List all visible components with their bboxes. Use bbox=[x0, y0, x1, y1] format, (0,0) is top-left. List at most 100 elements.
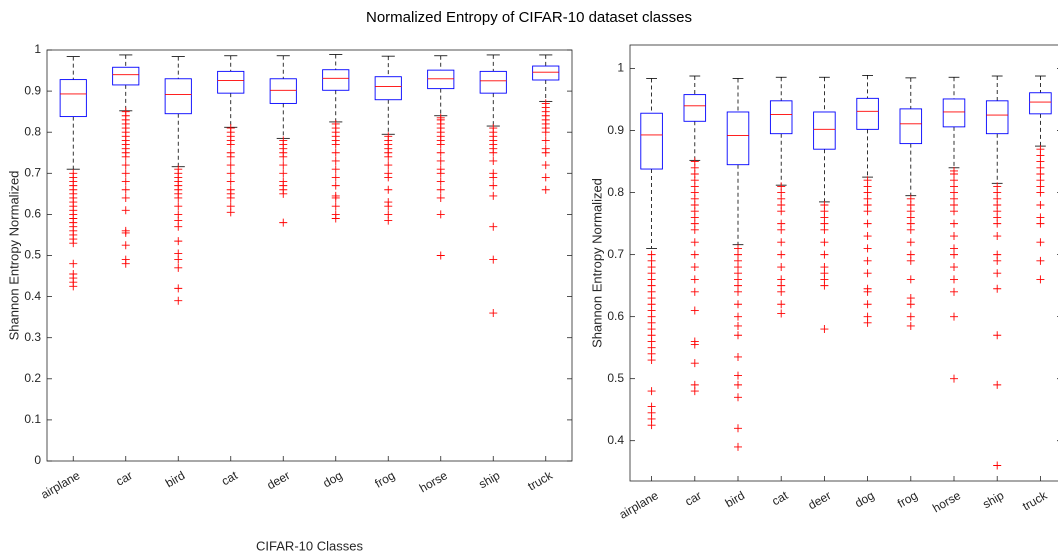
outlier bbox=[384, 185, 393, 194]
outlier bbox=[174, 193, 183, 202]
outlier bbox=[820, 281, 829, 290]
outlier bbox=[489, 148, 498, 157]
outlier bbox=[121, 161, 130, 170]
outlier bbox=[820, 238, 829, 247]
y-axis-label: Shannon Entropy Normalized bbox=[6, 171, 21, 341]
outlier bbox=[489, 222, 498, 231]
y-tick-label: 0.4 bbox=[24, 289, 41, 303]
outlier bbox=[174, 284, 183, 293]
box bbox=[726, 111, 750, 166]
box bbox=[856, 97, 879, 130]
outlier bbox=[226, 140, 235, 149]
outlier bbox=[174, 237, 183, 246]
outlier bbox=[121, 169, 130, 178]
outlier bbox=[226, 193, 235, 202]
y-tick-label: 0.9 bbox=[607, 123, 624, 137]
box bbox=[479, 70, 507, 94]
outlier bbox=[690, 263, 699, 272]
outlier bbox=[174, 296, 183, 305]
outlier bbox=[121, 152, 130, 161]
box bbox=[112, 66, 140, 86]
outlier bbox=[541, 161, 550, 170]
box bbox=[769, 100, 793, 135]
outlier bbox=[734, 331, 742, 340]
outlier bbox=[226, 161, 235, 170]
outlier bbox=[820, 225, 829, 234]
outlier bbox=[541, 173, 550, 182]
outlier bbox=[906, 256, 915, 265]
box bbox=[532, 65, 560, 81]
outlier bbox=[121, 206, 130, 215]
outlier bbox=[690, 306, 699, 315]
outlier bbox=[436, 193, 445, 202]
outlier bbox=[950, 232, 958, 241]
outlier bbox=[226, 208, 235, 217]
outlier bbox=[690, 387, 699, 396]
outlier bbox=[331, 202, 340, 211]
outlier bbox=[279, 161, 288, 170]
outlier bbox=[226, 169, 235, 178]
outlier bbox=[69, 282, 78, 291]
y-tick-label: 0.8 bbox=[24, 124, 41, 138]
outlier bbox=[863, 269, 872, 278]
y-tick-label: 0.7 bbox=[24, 165, 41, 179]
x-axis-label: CIFAR-10 Classes bbox=[256, 538, 363, 553]
outlier bbox=[690, 250, 699, 259]
outlier bbox=[121, 193, 130, 202]
outlier bbox=[489, 173, 498, 182]
y-tick-label: 0.5 bbox=[607, 371, 624, 385]
outlier bbox=[1036, 219, 1045, 228]
outlier bbox=[279, 169, 288, 178]
outlier bbox=[777, 207, 786, 216]
y-tick-label: 0.6 bbox=[607, 309, 624, 323]
box bbox=[427, 69, 455, 90]
box bbox=[985, 100, 1009, 135]
y-tick-label: 1 bbox=[34, 42, 41, 56]
outlier bbox=[690, 287, 699, 296]
outlier bbox=[489, 255, 498, 264]
outlier bbox=[121, 241, 130, 250]
outlier bbox=[690, 238, 699, 247]
y-axis-label: Shannon Entropy Normalized bbox=[589, 178, 604, 348]
outlier bbox=[436, 140, 445, 149]
outlier bbox=[950, 207, 958, 216]
outlier bbox=[950, 374, 958, 383]
y-tick-label: 0.6 bbox=[24, 207, 41, 221]
outlier bbox=[690, 359, 699, 368]
outlier bbox=[436, 156, 445, 165]
outlier bbox=[863, 300, 872, 309]
box bbox=[217, 70, 245, 94]
outlier bbox=[279, 218, 288, 227]
outlier bbox=[734, 371, 742, 380]
outlier bbox=[777, 238, 786, 247]
outlier bbox=[384, 216, 393, 225]
outlier bbox=[384, 161, 393, 170]
outlier bbox=[734, 352, 742, 361]
plot-frame bbox=[629, 44, 1058, 482]
outlier bbox=[734, 380, 742, 389]
outlier bbox=[993, 269, 1002, 278]
outlier bbox=[1036, 201, 1045, 210]
y-tick-label: 1 bbox=[617, 61, 624, 75]
outlier bbox=[820, 250, 829, 259]
y-tick-label: 0.2 bbox=[24, 371, 41, 385]
outlier bbox=[993, 284, 1002, 293]
outlier bbox=[777, 263, 786, 272]
outlier bbox=[863, 287, 872, 296]
figure-title: Normalized Entropy of CIFAR-10 dataset c… bbox=[366, 9, 692, 26]
box bbox=[1029, 92, 1052, 115]
outlier bbox=[1036, 188, 1045, 197]
outlier bbox=[734, 442, 742, 451]
outlier bbox=[734, 287, 742, 296]
outlier bbox=[777, 287, 786, 296]
outlier bbox=[734, 312, 742, 321]
y-tick-label: 0.8 bbox=[607, 185, 624, 199]
outlier bbox=[993, 256, 1002, 265]
box bbox=[269, 78, 297, 104]
outlier bbox=[331, 214, 340, 223]
outlier bbox=[331, 148, 340, 157]
outlier bbox=[906, 300, 915, 309]
y-tick-label: 0.1 bbox=[24, 412, 41, 426]
outlier bbox=[906, 321, 915, 330]
